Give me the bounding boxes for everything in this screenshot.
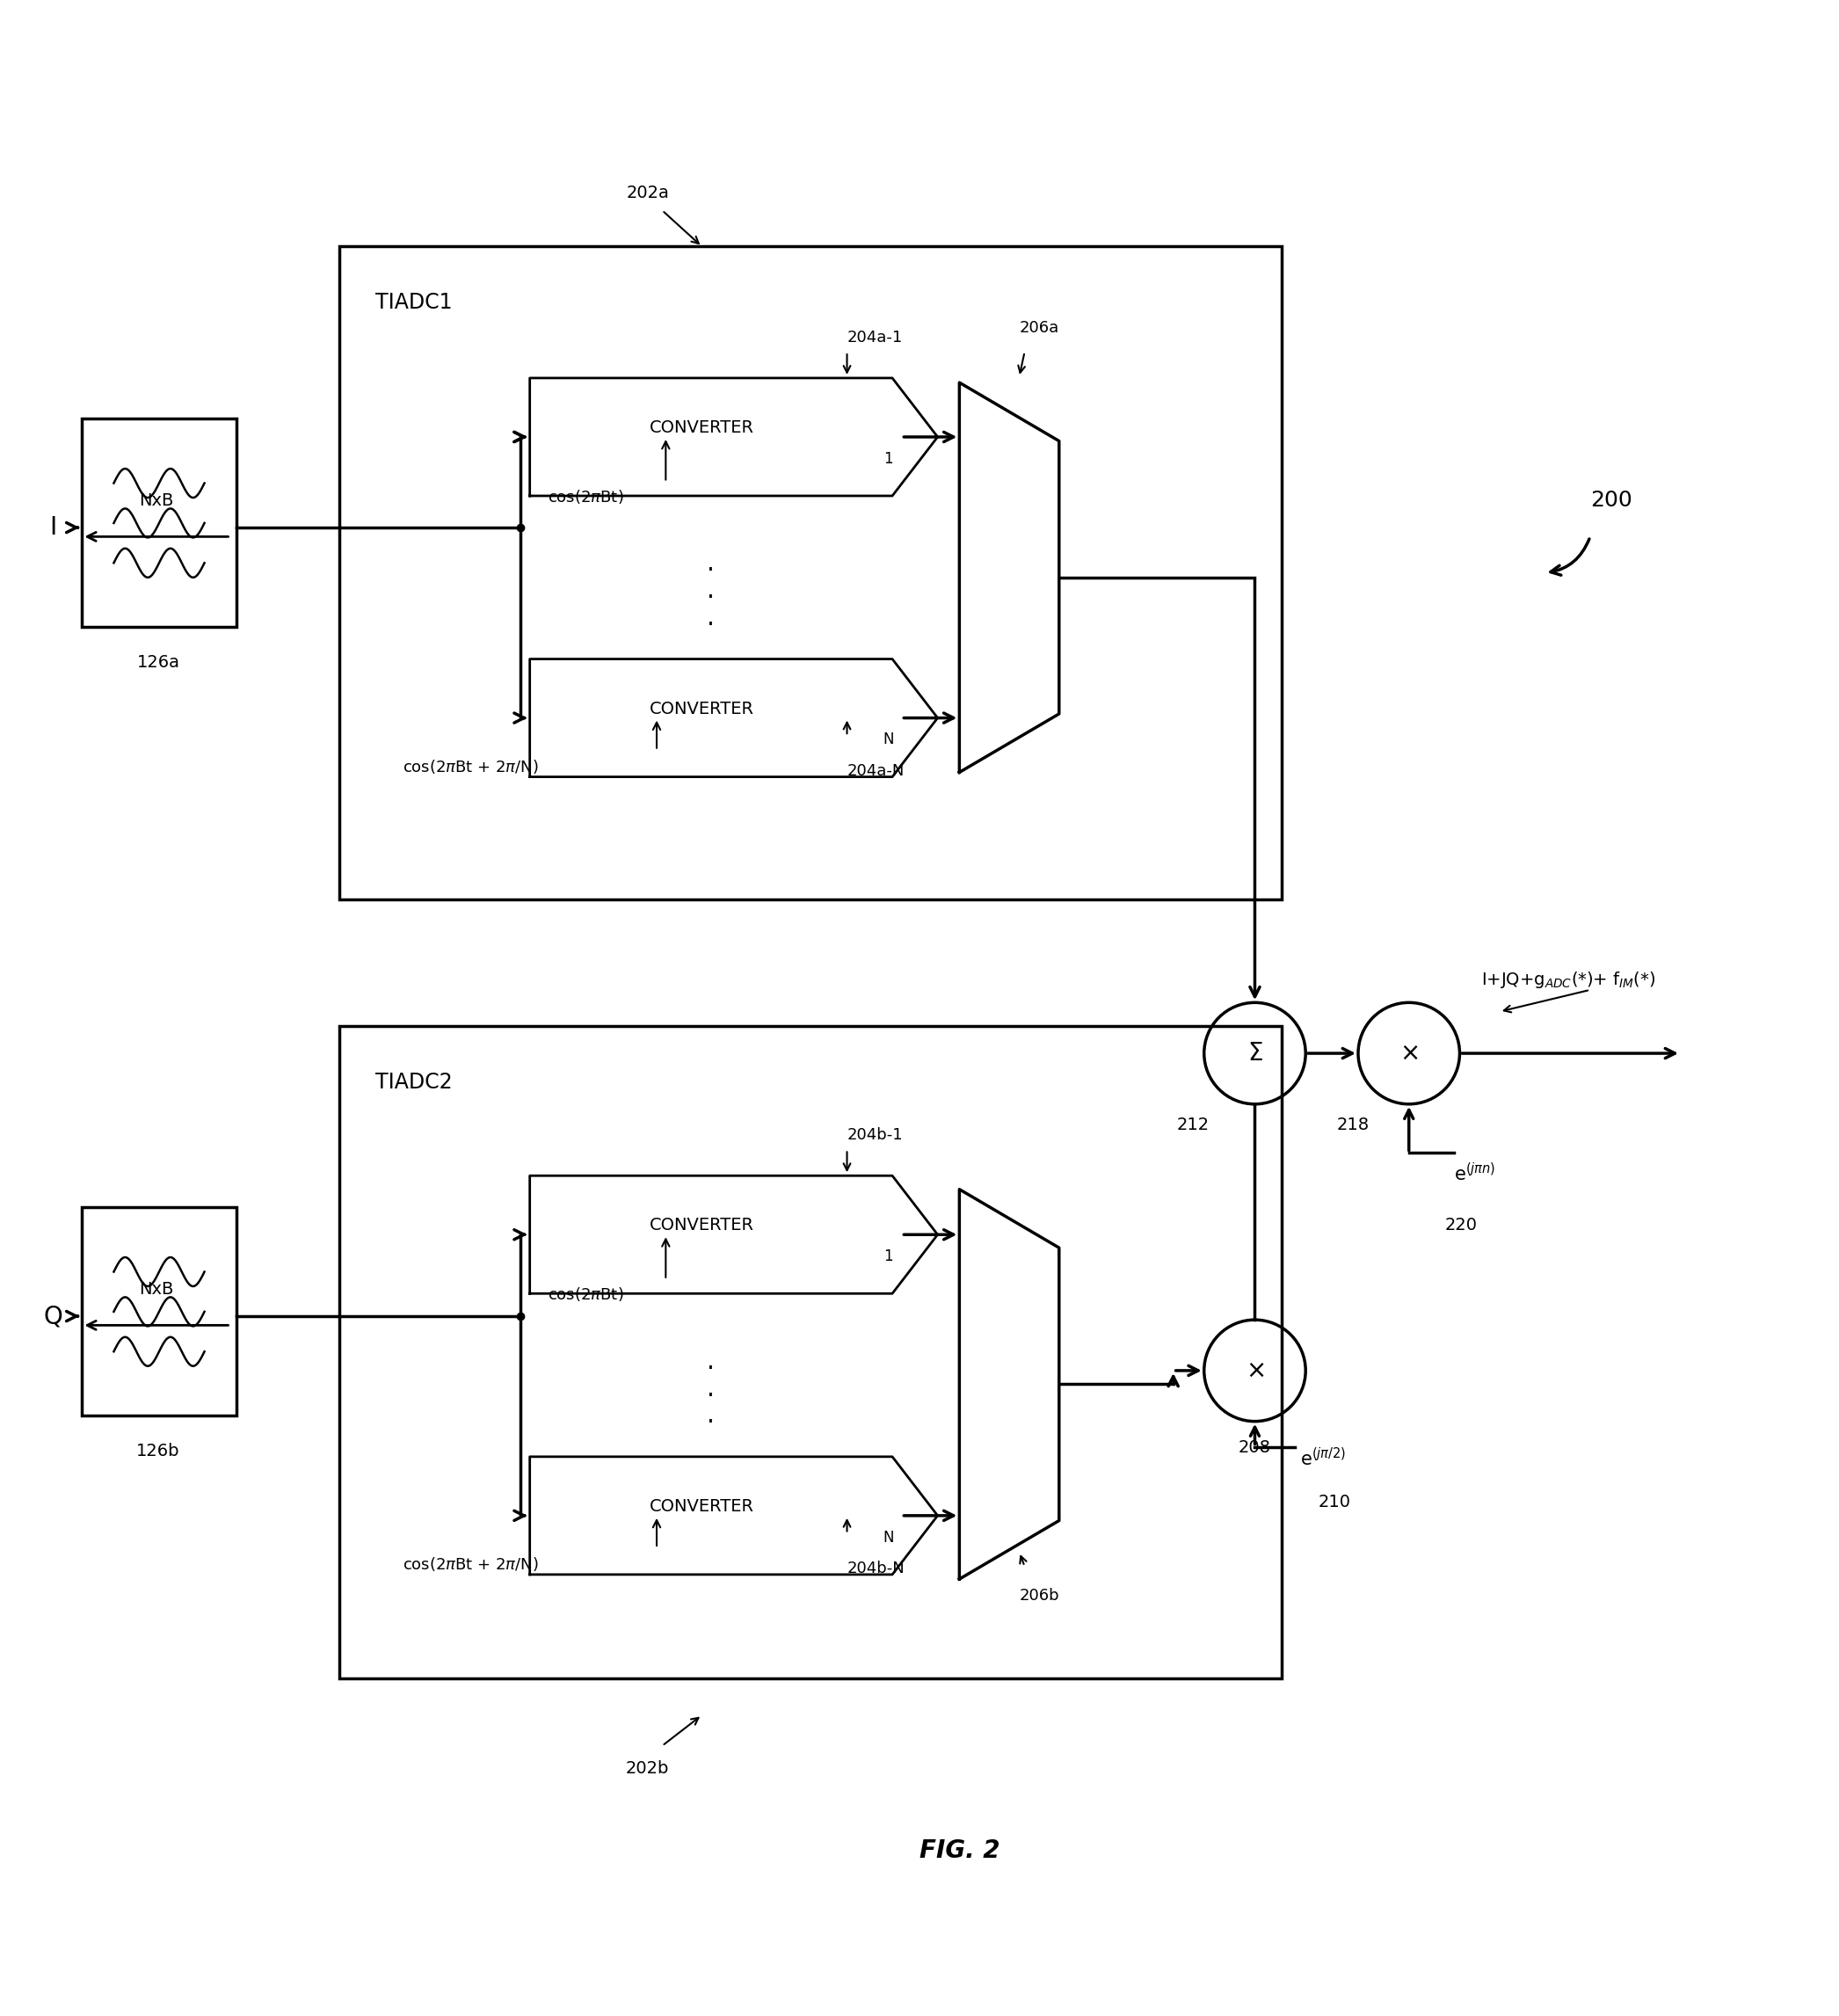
Text: 1: 1 — [883, 1248, 892, 1264]
Polygon shape — [960, 383, 1059, 772]
Text: FIG. 2: FIG. 2 — [920, 1839, 1000, 1863]
Text: 206b: 206b — [1019, 1589, 1059, 1605]
Text: 220: 220 — [1445, 1216, 1479, 1234]
Text: NxB: NxB — [140, 1282, 173, 1298]
Text: I: I — [50, 516, 57, 540]
Text: cos(2$\pi$Bt): cos(2$\pi$Bt) — [548, 1286, 623, 1302]
Bar — [340, 246, 1282, 899]
Bar — [83, 1208, 235, 1415]
Text: $\times$: $\times$ — [1399, 1040, 1418, 1066]
Bar — [340, 1026, 1282, 1679]
Polygon shape — [530, 379, 938, 496]
Text: cos(2$\pi$Bt): cos(2$\pi$Bt) — [548, 488, 623, 506]
Polygon shape — [530, 659, 938, 776]
Text: e$^{(j\pi/2)}$: e$^{(j\pi/2)}$ — [1300, 1447, 1346, 1470]
Text: CONVERTER: CONVERTER — [649, 1218, 754, 1234]
Text: 126a: 126a — [136, 655, 180, 671]
Text: NxB: NxB — [140, 492, 173, 510]
Text: 212: 212 — [1177, 1117, 1210, 1133]
Text: 200: 200 — [1591, 490, 1633, 510]
Text: .: . — [708, 1349, 715, 1373]
Text: .: . — [708, 607, 715, 631]
Text: 126b: 126b — [136, 1443, 180, 1460]
Polygon shape — [530, 1458, 938, 1574]
Text: $\times$: $\times$ — [1245, 1359, 1263, 1383]
Text: 202b: 202b — [625, 1760, 669, 1776]
Text: 202a: 202a — [625, 185, 669, 202]
Text: e$^{(j\pi n)}$: e$^{(j\pi n)}$ — [1455, 1161, 1495, 1183]
Text: .: . — [708, 552, 715, 577]
Text: CONVERTER: CONVERTER — [649, 1498, 754, 1514]
Text: 206a: 206a — [1019, 321, 1059, 337]
Text: CONVERTER: CONVERTER — [649, 419, 754, 435]
Text: 204a-1: 204a-1 — [848, 329, 903, 345]
Text: cos(2$\pi$Bt + 2$\pi$/N): cos(2$\pi$Bt + 2$\pi$/N) — [403, 1556, 539, 1572]
Text: 204b-1: 204b-1 — [848, 1127, 903, 1143]
Text: 210: 210 — [1319, 1494, 1352, 1510]
Text: Q: Q — [44, 1304, 63, 1329]
Text: 204b-N: 204b-N — [848, 1560, 905, 1577]
Polygon shape — [530, 1175, 938, 1294]
Text: .: . — [708, 1377, 715, 1401]
Text: cos(2$\pi$Bt + 2$\pi$/N): cos(2$\pi$Bt + 2$\pi$/N) — [403, 758, 539, 776]
Text: CONVERTER: CONVERTER — [649, 700, 754, 718]
Text: 218: 218 — [1337, 1117, 1368, 1133]
Text: .: . — [708, 1403, 715, 1427]
Text: 208: 208 — [1239, 1439, 1271, 1456]
Text: 1: 1 — [883, 452, 892, 466]
Text: .: . — [708, 579, 715, 603]
Text: TIADC1: TIADC1 — [375, 292, 452, 312]
Bar — [83, 419, 235, 627]
Text: N: N — [883, 732, 894, 748]
Text: N: N — [883, 1530, 894, 1546]
Text: I+JQ+g$_{ADC}$(*)+ f$_{IM}$(*): I+JQ+g$_{ADC}$(*)+ f$_{IM}$(*) — [1482, 970, 1662, 990]
Text: TIADC2: TIADC2 — [375, 1070, 452, 1093]
Polygon shape — [960, 1189, 1059, 1579]
Text: $\Sigma$: $\Sigma$ — [1247, 1040, 1263, 1066]
Text: 204a-N: 204a-N — [848, 764, 905, 778]
